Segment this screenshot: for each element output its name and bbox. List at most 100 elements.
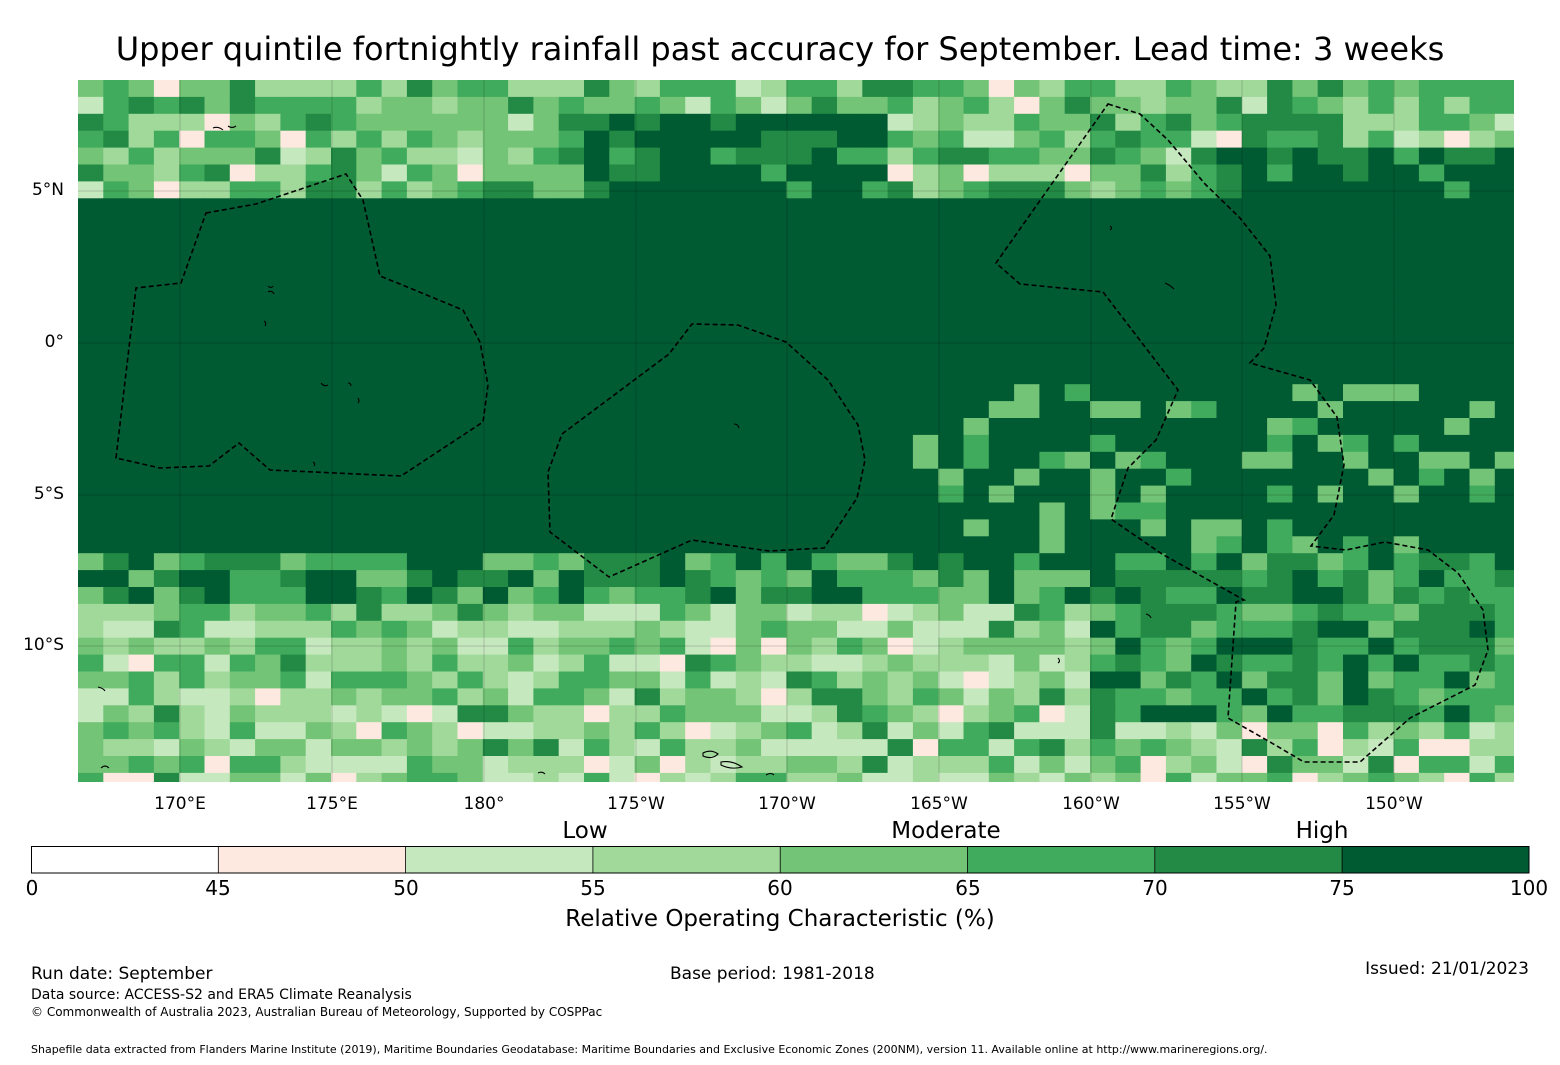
grid-cell [1090,96,1116,115]
grid-cell [710,739,737,757]
grid-cell [1115,485,1142,504]
grid-cell [1115,637,1142,656]
grid-cell [938,350,965,368]
grid-cell [1090,502,1116,520]
grid-cell [508,232,534,250]
grid-cell [255,130,281,149]
grid-cell [1165,553,1192,571]
grid-cell [255,451,281,470]
grid-cell [786,620,813,639]
grid-cell [1140,333,1167,351]
grid-cell [811,756,838,774]
grid-cell [229,249,256,267]
grid-cell [1039,164,1066,182]
grid-cell [988,96,1015,115]
grid-cell [1267,603,1293,622]
grid-cell [811,96,838,115]
grid-cell [179,519,206,537]
grid-cell [331,164,357,182]
grid-cell [331,772,357,782]
grid-cell [457,333,484,351]
grid-cell [356,164,383,182]
grid-cell [837,485,863,504]
grid-cell [1393,316,1420,335]
grid-cell [533,232,560,250]
grid-cell [988,265,1015,284]
grid-cell [356,198,383,216]
grid-cell [482,80,509,98]
grid-cell [1368,688,1395,706]
grid-cell [1393,333,1420,351]
grid-cell [1064,468,1091,487]
grid-cell [153,96,180,115]
grid-cell [558,654,585,673]
grid-cell [1165,654,1192,673]
grid-cell [1014,722,1040,740]
grid-cell [1368,164,1395,182]
grid-cell [457,401,484,419]
grid-cell [1039,451,1066,470]
grid-cell [837,401,863,419]
grid-cell [988,519,1015,537]
grid-cell [1343,603,1369,622]
grid-cell [659,130,686,149]
grid-cell [1292,587,1319,605]
grid-cell [887,570,914,588]
grid-cell [1014,637,1040,656]
grid-cell [862,130,889,149]
grid-cell [1418,519,1445,537]
grid-cell [1140,198,1167,216]
grid-cell [988,705,1015,723]
grid-cell [1115,350,1142,368]
grid-cell [103,570,130,588]
grid-cell [988,772,1015,782]
grid-cell [659,451,686,470]
grid-cell [1014,181,1040,199]
grid-cell [786,671,813,689]
grid-cell [1090,671,1116,689]
grid-cell [710,434,737,453]
grid-cell [280,553,307,571]
eez-boundary-east [994,103,1489,763]
grid-cell [204,739,231,757]
grid-cell [938,96,965,115]
grid-cell [811,181,838,199]
grid-cell [1165,485,1192,504]
grid-cell [280,164,307,182]
grid-cell [1494,620,1514,639]
rainfall-accuracy-map[interactable] [78,80,1514,782]
grid-cell [305,688,332,706]
grid-cell [482,671,509,689]
grid-cell [179,468,206,487]
grid-cell [1216,113,1243,132]
grid-cell [508,603,534,622]
grid-cell [533,739,560,757]
grid-cell [1241,299,1268,318]
lat-label-5n: 5°N [31,180,64,200]
grid-cell [305,181,332,199]
grid-cell [1115,536,1142,554]
grid-cell [912,249,939,267]
grid-cell [1267,637,1293,656]
grid-cell [1064,722,1091,740]
grid-cell [862,502,889,520]
grid-cell [1494,756,1514,774]
grid-cell [78,722,104,740]
grid-cell [1090,232,1116,250]
grid-cell [761,485,787,504]
grid-cell [204,587,231,605]
grid-cell [356,502,383,520]
grid-cell [887,434,914,453]
grid-cell [786,502,813,520]
grid-cell [735,620,762,639]
grid-cell [887,96,914,115]
grid-cell [710,553,737,571]
grid-cell [1444,96,1471,115]
grid-cell [153,468,180,487]
grid-cell [963,654,990,673]
grid-cell [229,688,256,706]
grid-cell [1191,265,1218,284]
grid-cell [1418,722,1445,740]
map-gridlines [78,80,1514,782]
grid-cell [1494,282,1514,301]
